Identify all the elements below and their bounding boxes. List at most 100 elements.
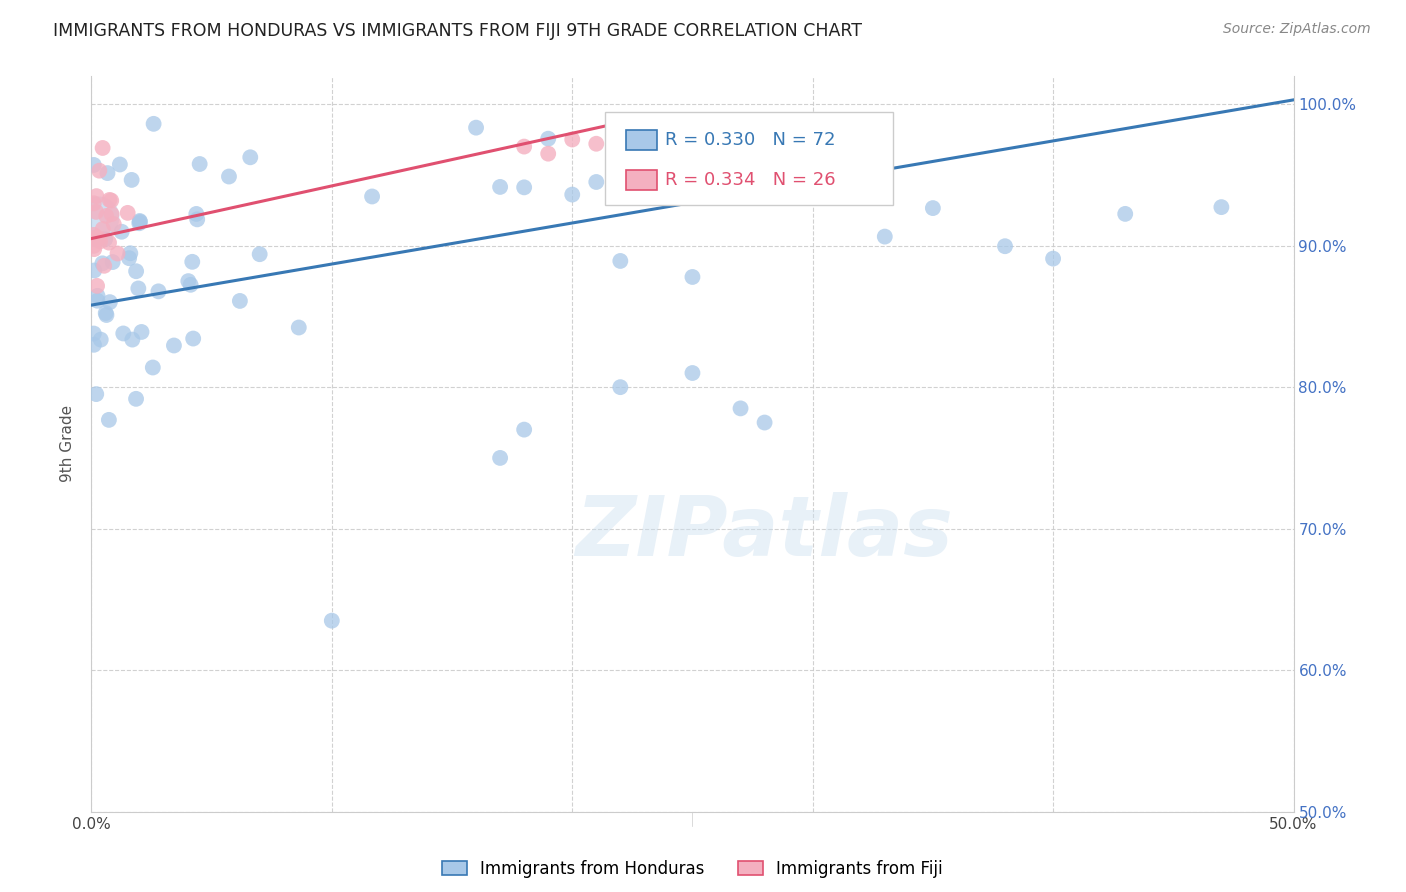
Point — [537, 146, 560, 161]
Point — [100, 207, 122, 221]
Point — [873, 229, 896, 244]
Point — [537, 131, 560, 145]
Point — [288, 320, 311, 334]
Point — [107, 246, 129, 260]
Point — [93, 259, 115, 273]
Point — [585, 136, 607, 151]
Point — [91, 222, 114, 236]
Point — [181, 332, 204, 346]
Point — [86, 289, 108, 303]
Point — [754, 141, 776, 155]
Legend: Immigrants from Honduras, Immigrants from Fiji: Immigrants from Honduras, Immigrants fro… — [436, 853, 949, 884]
Point — [118, 251, 141, 265]
Point — [513, 423, 536, 437]
Point — [83, 239, 105, 253]
Point — [108, 157, 131, 171]
Point — [127, 281, 149, 295]
Point — [98, 295, 121, 310]
Point — [83, 242, 105, 256]
Point — [125, 392, 148, 406]
Point — [121, 173, 143, 187]
Point — [561, 132, 583, 146]
Point — [89, 163, 111, 178]
Point — [186, 212, 208, 227]
Point — [91, 141, 114, 155]
Point — [801, 147, 824, 161]
Point — [121, 333, 143, 347]
Point — [180, 277, 202, 292]
Point — [922, 201, 945, 215]
Point — [609, 254, 631, 268]
Point — [994, 239, 1017, 253]
Point — [86, 189, 108, 203]
Point — [83, 196, 105, 211]
Point — [142, 117, 165, 131]
Point — [609, 380, 631, 394]
Point — [681, 270, 703, 285]
Point — [94, 306, 117, 320]
Point — [239, 150, 262, 164]
Point — [83, 158, 105, 172]
Text: ZIPatlas: ZIPatlas — [575, 491, 953, 573]
Point — [97, 413, 120, 427]
Point — [186, 207, 208, 221]
Point — [188, 157, 211, 171]
Point — [730, 401, 752, 416]
Point — [1211, 200, 1233, 214]
Point — [96, 209, 118, 223]
Point — [129, 215, 152, 229]
Point — [513, 139, 536, 153]
Point — [91, 256, 114, 270]
Point — [142, 360, 165, 375]
Point — [754, 416, 776, 430]
Point — [229, 293, 252, 308]
Point — [489, 180, 512, 194]
Point — [87, 211, 110, 225]
Point — [218, 169, 240, 184]
Point — [98, 193, 121, 207]
Point — [98, 235, 121, 250]
Point — [131, 325, 153, 339]
Text: IMMIGRANTS FROM HONDURAS VS IMMIGRANTS FROM FIJI 9TH GRADE CORRELATION CHART: IMMIGRANTS FROM HONDURAS VS IMMIGRANTS F… — [53, 22, 862, 40]
Point — [94, 232, 117, 246]
Point — [89, 235, 111, 249]
Point — [83, 263, 105, 277]
Y-axis label: 9th Grade: 9th Grade — [60, 405, 76, 483]
Text: R = 0.334   N = 26: R = 0.334 N = 26 — [665, 171, 835, 189]
Point — [181, 255, 204, 269]
Point — [86, 279, 108, 293]
Point — [83, 227, 105, 242]
Point — [163, 338, 186, 352]
Point — [249, 247, 271, 261]
Point — [361, 189, 384, 203]
Point — [148, 285, 170, 299]
Point — [585, 175, 607, 189]
Point — [111, 225, 134, 239]
Point — [103, 217, 125, 231]
Point — [87, 231, 110, 245]
Point — [84, 205, 107, 219]
Point — [128, 214, 150, 228]
Point — [1114, 207, 1136, 221]
Point — [96, 166, 118, 180]
Point — [84, 230, 107, 244]
Point — [489, 450, 512, 465]
Point — [125, 264, 148, 278]
Point — [86, 293, 108, 308]
Point — [1042, 252, 1064, 266]
Point — [321, 614, 343, 628]
Point — [681, 366, 703, 380]
Point — [112, 326, 135, 341]
Point — [101, 255, 124, 269]
Point — [177, 274, 200, 288]
Text: Source: ZipAtlas.com: Source: ZipAtlas.com — [1223, 22, 1371, 37]
Point — [465, 120, 488, 135]
Point — [84, 387, 107, 401]
Point — [633, 140, 655, 154]
Point — [83, 338, 105, 352]
Point — [100, 194, 122, 208]
Point — [117, 206, 139, 220]
Point — [513, 180, 536, 194]
Point — [83, 231, 105, 245]
Point — [128, 216, 150, 230]
